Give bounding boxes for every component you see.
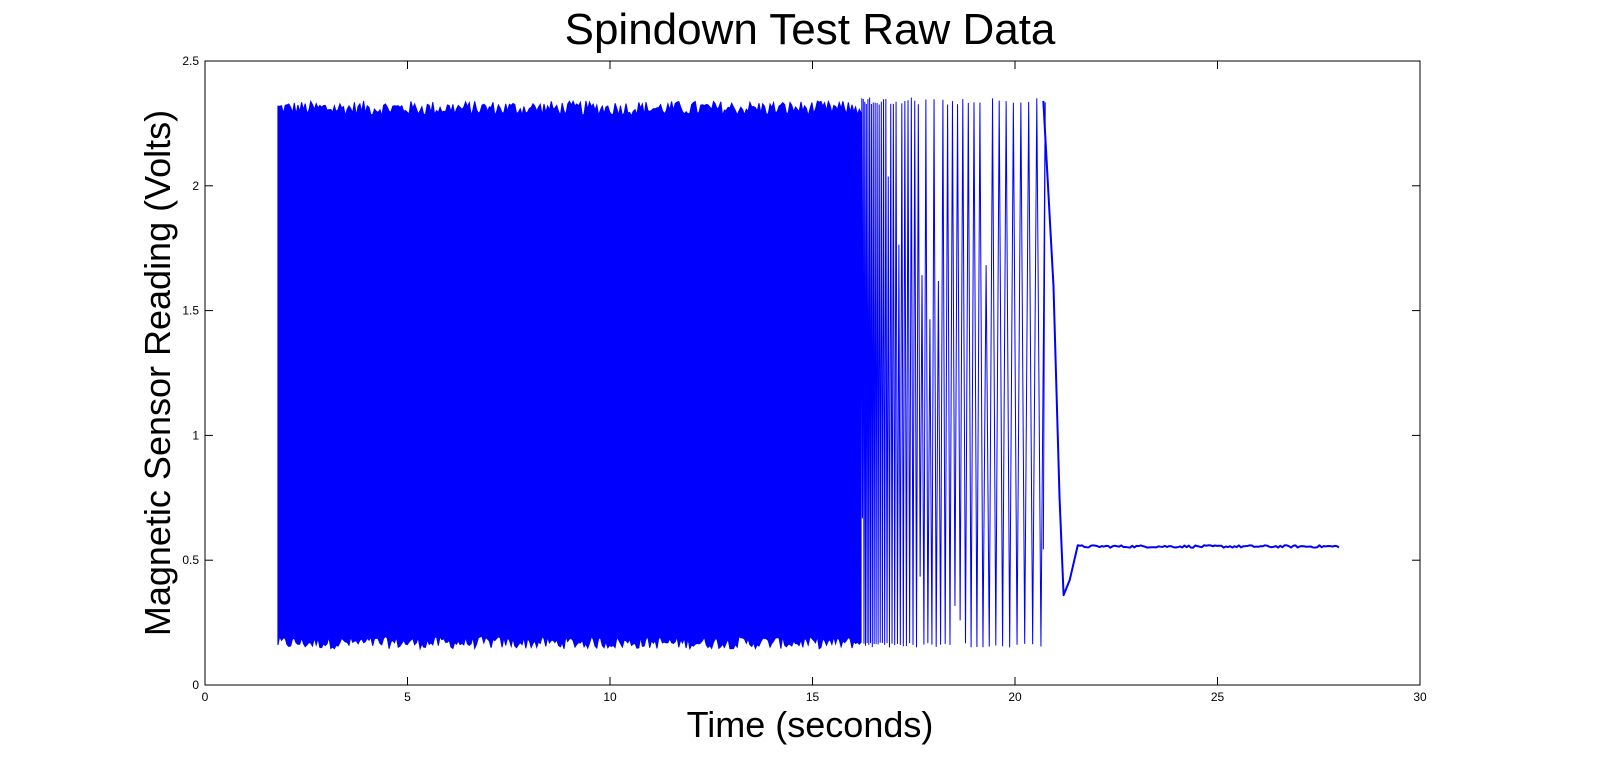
y-tick-label: 2.5 <box>182 54 199 68</box>
series-decay-line <box>1042 100 1340 597</box>
x-axis-label: Time (seconds) <box>687 704 934 745</box>
x-tick-label: 25 <box>1211 690 1225 704</box>
y-tick-label: 2 <box>192 179 199 193</box>
y-tick-label: 1 <box>192 428 199 442</box>
plot-area: 0 5 10 15 20 25 30 0 0.5 1 1.5 2 2.5 <box>182 54 1427 704</box>
series-dense-band <box>277 99 862 651</box>
y-tick-label: 1.5 <box>182 304 199 318</box>
x-tick-label: 0 <box>202 690 209 704</box>
y-tick-label: 0 <box>192 678 199 692</box>
x-tick-label: 20 <box>1008 690 1022 704</box>
x-tick-label: 30 <box>1413 690 1427 704</box>
x-tick-label: 15 <box>806 690 820 704</box>
chart-title: Spindown Test Raw Data <box>565 5 1056 54</box>
y-axis-label: Magnetic Sensor Reading (Volts) <box>137 110 178 636</box>
x-tick-label: 5 <box>404 690 411 704</box>
series-slowing-oscillation <box>860 97 1046 648</box>
x-tick-label: 10 <box>603 690 617 704</box>
y-tick-label: 0.5 <box>182 553 199 567</box>
